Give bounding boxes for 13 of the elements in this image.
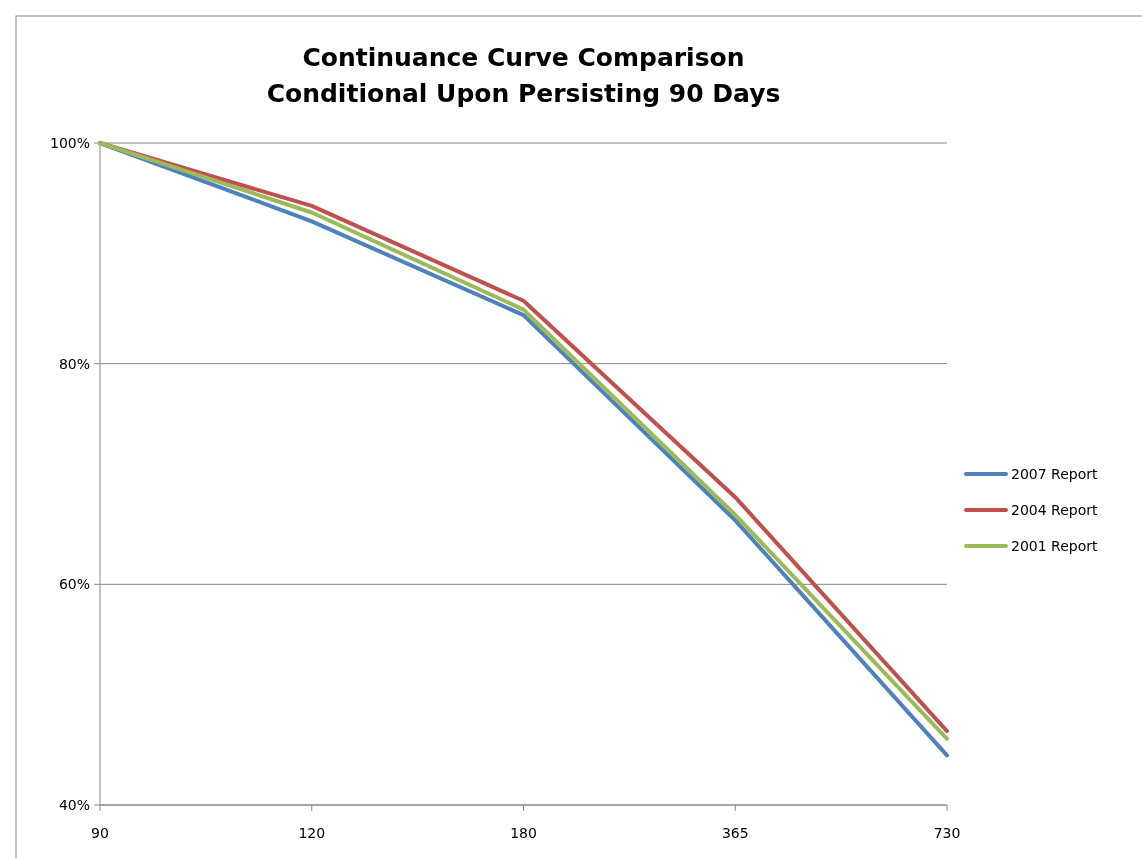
y-tick-label: 100%	[49, 134, 90, 151]
x-tick-label: 120	[298, 825, 326, 841]
legend-label: 2001 Report	[1011, 537, 1098, 554]
y-tick-label: 60%	[58, 576, 90, 593]
chart-title: Continuance Curve Comparison Conditional Upon Persisting 90 Days	[266, 43, 781, 108]
x-tick-label: 90	[91, 825, 109, 841]
x-tick-label: 180	[510, 825, 537, 841]
y-tick-label: 40%	[58, 796, 90, 813]
x-tick-label: 730	[933, 825, 961, 841]
x-tick-label: 365	[721, 825, 749, 841]
legend-label: 2007 Report	[1011, 465, 1098, 482]
y-tick-label: 80%	[58, 355, 90, 372]
legend-label: 2004 Report	[1011, 501, 1098, 518]
